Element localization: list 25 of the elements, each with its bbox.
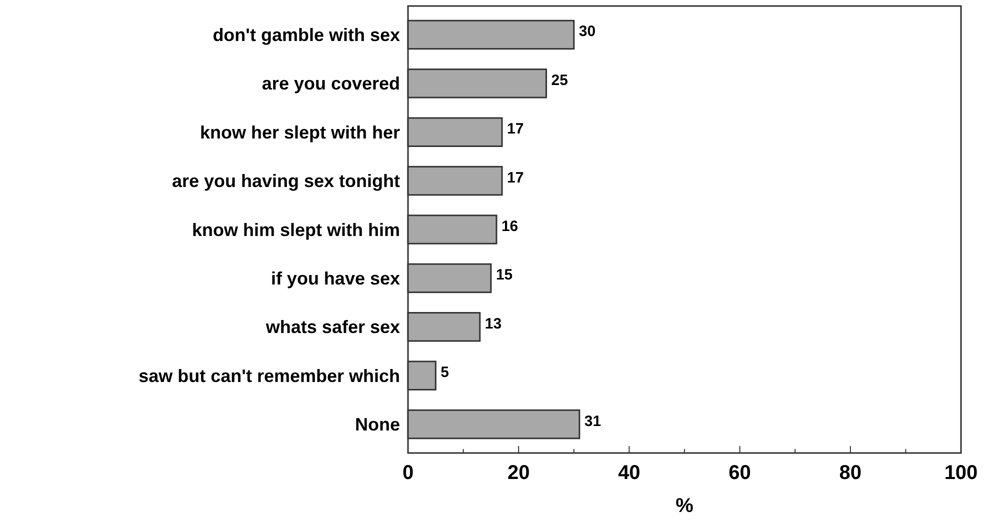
y-tick-label: know her slept with her (200, 122, 400, 142)
data-label: 15 (496, 266, 513, 284)
y-tick-label: are you covered (262, 74, 400, 94)
data-label: 13 (484, 315, 502, 332)
data-label: 25 (551, 72, 568, 89)
data-label: 17 (507, 120, 524, 138)
y-tick-label: whats safer sex (264, 317, 400, 338)
data-label: 5 (440, 364, 449, 382)
y-tick-label: if you have sex (270, 268, 400, 288)
y-tick-label: saw but can't remember which (138, 366, 400, 386)
y-tick-label: don't gamble with sex (212, 25, 400, 46)
x-tick-label: 100 (944, 462, 978, 484)
data-label: 30 (578, 23, 596, 40)
y-tick-label: are you having sex tonight (172, 171, 400, 192)
y-tick-label: None (355, 414, 400, 435)
data-label: 16 (501, 218, 518, 235)
x-tick-label: 80 (839, 462, 862, 484)
data-label: 17 (507, 169, 524, 186)
x-tick-label: 20 (507, 462, 530, 484)
x-axis-title: % (676, 495, 694, 517)
x-tick-label: 0 (402, 462, 414, 484)
x-tick-label: 40 (618, 462, 640, 484)
data-label: 31 (584, 412, 602, 430)
x-tick-label: 60 (728, 462, 751, 484)
y-tick-label: know him slept with him (192, 220, 400, 240)
